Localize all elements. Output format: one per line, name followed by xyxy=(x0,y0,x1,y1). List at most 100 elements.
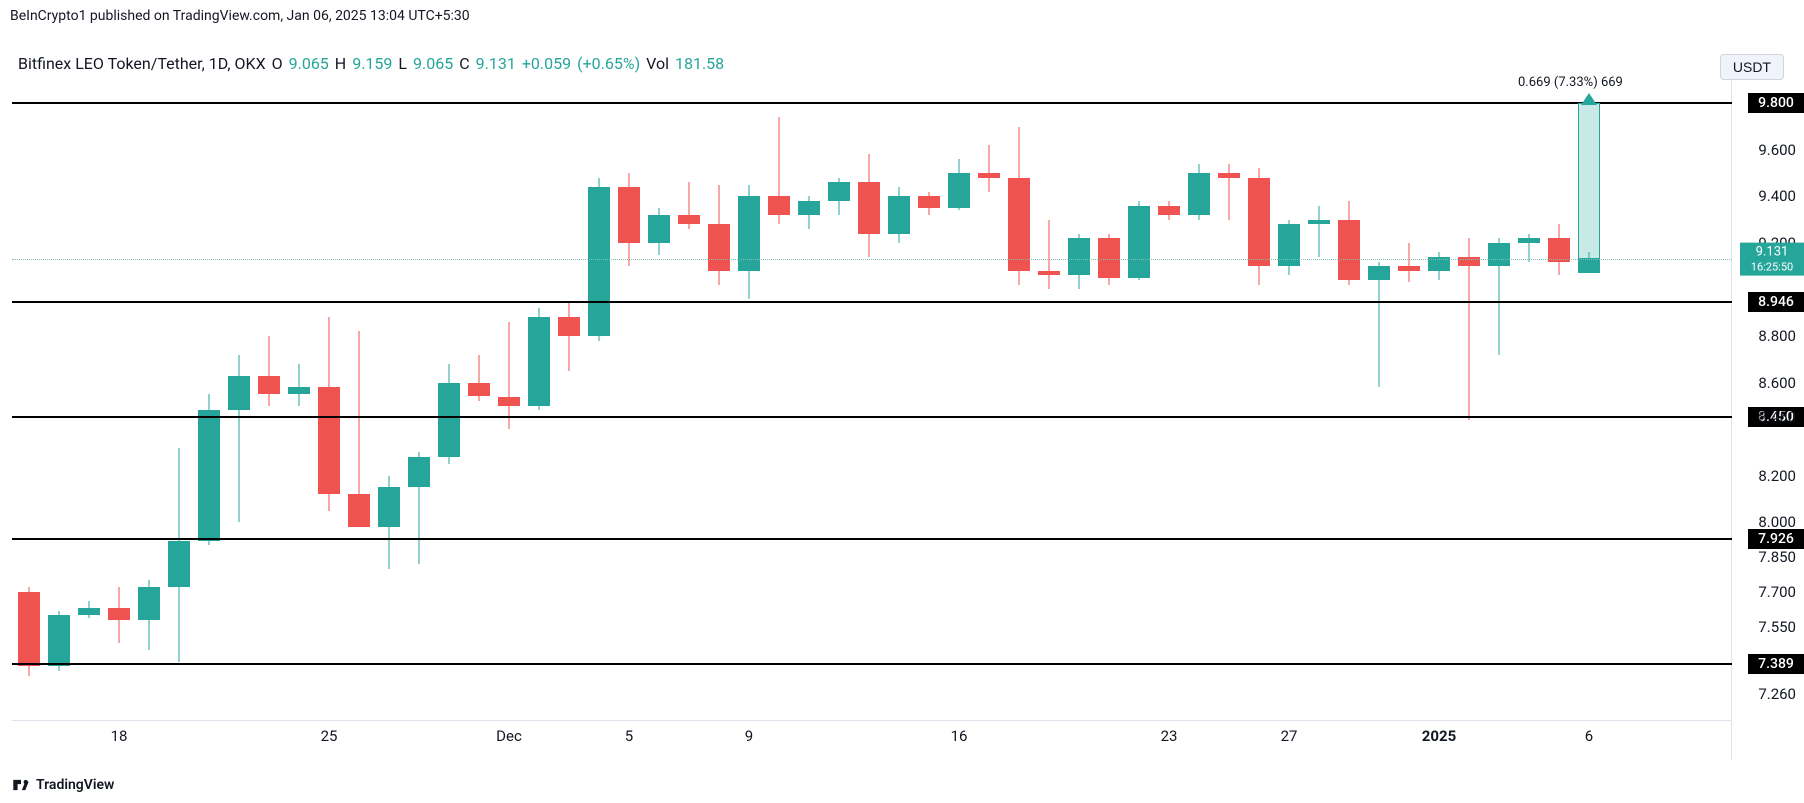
high-value: 9.159 xyxy=(352,54,392,73)
level-label: 7.389 xyxy=(1748,654,1804,674)
candle xyxy=(228,80,250,720)
horizontal-level xyxy=(12,538,1732,540)
candle xyxy=(618,80,640,720)
y-tick: 8.200 xyxy=(1758,467,1796,485)
candle xyxy=(378,80,400,720)
candle xyxy=(18,80,40,720)
candle xyxy=(1488,80,1510,720)
candle xyxy=(858,80,880,720)
candle xyxy=(708,80,730,720)
horizontal-level xyxy=(12,102,1732,104)
chart-legend: Bitfinex LEO Token/Tether, 1D, OKX O 9.06… xyxy=(18,54,724,73)
candle xyxy=(1338,80,1360,720)
price-label: 9.13116:25:50 xyxy=(1740,243,1804,276)
candle xyxy=(468,80,490,720)
tradingview-logo: TradingView xyxy=(12,777,114,793)
candle xyxy=(48,80,70,720)
candle xyxy=(108,80,130,720)
x-tick: 16 xyxy=(951,727,968,745)
projection-arrow xyxy=(1578,103,1600,259)
candle xyxy=(288,80,310,720)
candle xyxy=(558,80,580,720)
candle xyxy=(1398,80,1420,720)
y-tick: 7.550 xyxy=(1758,618,1796,636)
y-tick: 7.850 xyxy=(1758,548,1796,566)
y-axis: 9.8008.9468.4507.9267.3897.2607.5507.700… xyxy=(1732,80,1804,760)
candle xyxy=(198,80,220,720)
candle xyxy=(138,80,160,720)
candle xyxy=(888,80,910,720)
x-tick: 23 xyxy=(1161,727,1178,745)
candle xyxy=(1248,80,1270,720)
x-tick: 27 xyxy=(1281,727,1298,745)
close-value: 9.131 xyxy=(476,54,516,73)
change-pct: (+0.65%) xyxy=(577,54,640,73)
candle xyxy=(1278,80,1300,720)
horizontal-level xyxy=(12,663,1732,665)
symbol-label: Bitfinex LEO Token/Tether, 1D, OKX xyxy=(18,54,266,73)
y-tick: 8.000 xyxy=(1758,513,1796,531)
open-label: O xyxy=(272,54,283,73)
tv-logo-text: TradingView xyxy=(36,777,114,793)
publisher-line: BeInCrypto1 published on TradingView.com… xyxy=(10,8,470,24)
x-tick: Dec xyxy=(496,727,522,745)
vol-value: 181.58 xyxy=(675,54,724,73)
currency-button[interactable]: USDT xyxy=(1720,54,1784,80)
y-tick: 7.700 xyxy=(1758,583,1796,601)
horizontal-level xyxy=(12,416,1732,418)
candle xyxy=(1428,80,1450,720)
candle xyxy=(948,80,970,720)
candle xyxy=(168,80,190,720)
y-tick: 9.400 xyxy=(1758,187,1796,205)
x-tick: 6 xyxy=(1585,727,1593,745)
candle xyxy=(1098,80,1120,720)
x-tick: 18 xyxy=(111,727,128,745)
candle xyxy=(1158,80,1180,720)
candle xyxy=(1368,80,1390,720)
candle xyxy=(768,80,790,720)
x-tick: 9 xyxy=(745,727,753,745)
high-label: H xyxy=(335,54,346,73)
candle xyxy=(78,80,100,720)
projection-label: 0.669 (7.33%) 669 xyxy=(1518,75,1623,90)
chart-plot[interactable]: 1825Dec5916232720256 0.669 (7.33%) 669 xyxy=(12,80,1732,760)
candle xyxy=(1458,80,1480,720)
x-tick: 25 xyxy=(321,727,338,745)
candle xyxy=(1128,80,1150,720)
horizontal-level xyxy=(12,301,1732,303)
candle xyxy=(978,80,1000,720)
tv-logo-icon xyxy=(12,779,30,791)
candle xyxy=(318,80,340,720)
y-tick: 8.600 xyxy=(1758,374,1796,392)
candle xyxy=(408,80,430,720)
price-line xyxy=(12,259,1732,260)
candle xyxy=(1218,80,1240,720)
candle xyxy=(798,80,820,720)
level-label: 9.800 xyxy=(1748,93,1804,113)
x-tick: 5 xyxy=(625,727,633,745)
candle xyxy=(828,80,850,720)
candle xyxy=(678,80,700,720)
projection-arrowhead xyxy=(1581,93,1597,105)
candle xyxy=(1068,80,1090,720)
candle xyxy=(648,80,670,720)
y-tick: 8.450 xyxy=(1758,408,1796,426)
y-tick: 9.600 xyxy=(1758,141,1796,159)
candle xyxy=(1548,80,1570,720)
candle xyxy=(1188,80,1210,720)
candle xyxy=(1038,80,1060,720)
y-tick: 8.800 xyxy=(1758,327,1796,345)
level-label: 7.926 xyxy=(1748,529,1804,549)
low-label: L xyxy=(398,54,407,73)
open-value: 9.065 xyxy=(289,54,329,73)
candle xyxy=(738,80,760,720)
candle xyxy=(1008,80,1030,720)
candle xyxy=(258,80,280,720)
low-value: 9.065 xyxy=(413,54,453,73)
candle xyxy=(1518,80,1540,720)
y-tick: 7.260 xyxy=(1758,685,1796,703)
candle xyxy=(1308,80,1330,720)
x-tick: 2025 xyxy=(1422,727,1456,745)
candle xyxy=(528,80,550,720)
x-axis: 18 25 Dec 5 9 16 23 27 2025 6 xyxy=(12,720,1731,760)
